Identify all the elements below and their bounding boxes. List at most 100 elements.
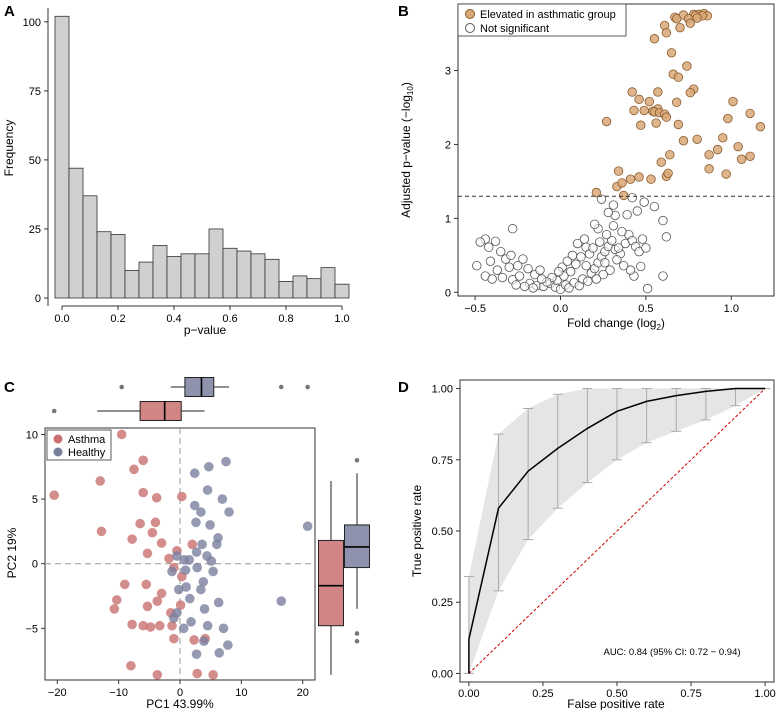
roc-x-tick-label: 0.25 [532,688,553,700]
histogram-x-tick-label: 1.0 [334,313,349,325]
pca-point-asthma [142,548,153,559]
histogram-y-tick-label: 25 [29,224,41,236]
volcano-point-not-significant [475,237,485,247]
pca-point-healthy [208,566,218,577]
volcano-point-not-significant [497,272,508,283]
volcano-x-tick-label: 0.5 [638,303,653,315]
roc-x-tick-label: 1.00 [754,688,775,700]
histogram-bar [152,245,168,299]
roc-x-tick-label: 0.75 [680,688,701,700]
volcano-point-elevated [704,150,714,160]
volcano-point-elevated [745,151,755,161]
panel-label-b: B [398,3,409,20]
volcano-point-not-significant [591,274,602,284]
pca-point-healthy [189,500,200,511]
pca-point-healthy [191,517,201,528]
histogram-bar [124,269,140,299]
pca-point-healthy [199,636,209,647]
volcano-point-not-significant [514,271,525,281]
histogram-x-tick-label: 0.6 [222,313,237,325]
volcano-point-not-significant [637,234,648,244]
pc2-box-outlier [354,638,360,644]
volcano-y-tick-label: 2 [445,139,451,151]
volcano-point-not-significant [607,235,617,246]
volcano-point-not-significant [603,207,614,218]
volcano-point-elevated [634,172,644,182]
roc-y-tick-label: 0.25 [432,597,453,609]
pca-point-asthma [192,668,202,679]
pca-point-healthy [196,507,206,517]
pca-point-healthy [302,521,313,532]
volcano-point-elevated [692,134,702,144]
volcano-point-elevated [682,61,692,71]
volcano-point-elevated [704,164,714,174]
volcano-y-tick-label: 0 [445,287,451,299]
roc-x-label: False positive rate [567,697,665,710]
volcano-point-not-significant [596,194,607,204]
pca-panel: 10 5 0 −5 −20 −10 0 10 20 Asthma Healthy PC1 43.… [5,377,370,710]
pc1-box-outlier [278,384,284,390]
pca-point-healthy [197,539,207,550]
pca-point-asthma [164,553,174,564]
histogram-bar [166,256,182,299]
pca-point-asthma [145,622,156,632]
volcano-point-not-significant [595,237,605,247]
volcano-point-elevated [636,120,646,130]
volcano-x-tick-label: 0.0 [553,303,568,315]
volcano-point-not-significant [658,271,668,281]
volcano-point-not-significant [642,283,653,294]
volcano-point-elevated [617,178,627,188]
pc2-box [318,539,344,627]
pc2-box-outlier [354,458,360,463]
volcano-point-not-significant [518,254,528,264]
pca-point-asthma [127,534,137,544]
pca-point-healthy [213,597,224,608]
volcano-point-not-significant [598,269,608,280]
pca-point-healthy [212,539,222,550]
histogram-bar [306,278,322,299]
volcano-point-elevated [649,34,660,44]
pca-point-healthy [206,556,217,566]
volcano-point-elevated [685,18,696,28]
legend-marker-elevated [465,9,475,19]
volcano-point-not-significant [566,266,576,277]
volcano-point-elevated [644,96,655,107]
volcano-legend-box [457,3,627,37]
volcano-point-not-significant [507,224,518,234]
volcano-point-elevated [625,174,636,184]
legend-label-asthma: Asthma [68,434,106,446]
volcano-point-elevated [728,96,738,107]
volcano-y-label-main: Adjusted p−value (−log [399,95,413,218]
roc-chance-diagonal [468,388,766,674]
histogram-bar [110,234,126,299]
volcano-point-not-significant [618,260,629,271]
legend-label-elevated: Elevated in asthmatic group [480,9,616,21]
volcano-point-elevated [651,118,661,128]
pca-point-healthy [218,623,229,634]
pca-point-asthma [189,635,199,645]
volcano-point-elevated [629,105,639,116]
panel-label-c: C [4,379,15,396]
volcano-y-label: Adjusted p−value (−log10) [399,82,415,218]
pca-point-asthma [129,464,139,475]
pca-point-healthy [192,562,202,573]
histogram-bar [54,15,70,299]
volcano-point-not-significant [567,250,578,261]
volcano-point-not-significant [562,256,573,266]
histogram-bar [82,195,98,299]
pca-x-tick-label: 20 [297,687,309,699]
pca-point-asthma [138,620,148,631]
histogram-bar [68,167,84,299]
volcano-point-not-significant [484,242,494,252]
pca-point-asthma [138,455,148,466]
legend-marker-not-significant [465,23,475,33]
volcano-point-elevated [591,187,602,198]
pca-point-healthy [191,649,202,659]
pca-point-asthma [111,595,122,605]
pca-point-healthy [199,604,210,614]
pca-point-healthy [173,584,184,595]
volcano-point-elevated [663,168,673,178]
volcano-point-elevated [736,154,747,164]
volcano-point-not-significant [536,274,547,284]
roc-panel: 0.00 0.25 0.50 0.75 1.00 0.00 0.25 0.50 0.75 1.00… [410,379,776,710]
